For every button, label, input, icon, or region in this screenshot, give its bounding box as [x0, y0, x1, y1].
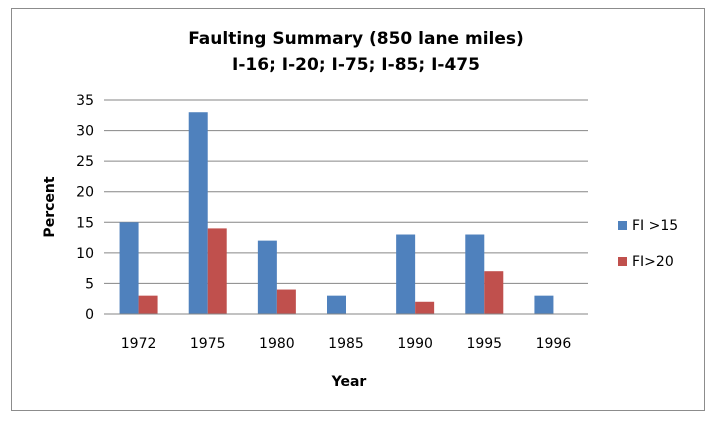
bars	[119, 112, 554, 314]
bar-fi20-1980	[276, 289, 296, 314]
bar-fi20-1972	[138, 295, 158, 314]
legend-label: FI>20	[632, 254, 674, 270]
chart-frame	[11, 8, 705, 411]
legend-swatch	[618, 257, 627, 266]
x-tick-label: 1972	[121, 336, 157, 352]
x-tick-label: 1985	[328, 336, 364, 352]
bar-fi15-1990	[396, 234, 416, 314]
x-tick-label: 1975	[190, 336, 226, 352]
y-tick-label: 20	[76, 185, 94, 201]
chart-title: Faulting Summary (850 lane miles)	[188, 29, 524, 49]
x-axis-label: Year	[331, 374, 367, 390]
x-tick-labels: 1972 1975 1980 1985 1990 1995 1996	[121, 336, 572, 352]
y-tick-label: 25	[76, 154, 94, 170]
y-tick-label: 15	[76, 215, 94, 231]
bar-fi20-1995	[484, 271, 504, 314]
y-tick-label: 10	[76, 246, 94, 262]
legend: FI >15 FI>20	[618, 218, 678, 270]
bar-fi15-1995	[465, 234, 485, 314]
y-tick-label: 30	[76, 124, 94, 140]
chart-subtitle: I-16; I-20; I-75; I-85; I-475	[232, 55, 480, 75]
bar-fi15-1980	[257, 240, 277, 314]
x-tick-label: 1980	[259, 336, 295, 352]
x-tick-label: 1990	[397, 336, 433, 352]
bar-fi15-1972	[119, 222, 139, 314]
y-tick-label: 5	[85, 276, 94, 292]
bar-fi20-1990	[415, 301, 435, 314]
bar-fi15-1996	[534, 295, 554, 314]
legend-swatch	[618, 221, 627, 230]
y-tick-label: 35	[76, 93, 94, 109]
legend-label: FI >15	[632, 218, 678, 234]
bar-fi15-1975	[188, 112, 208, 314]
x-tick-label: 1995	[466, 336, 502, 352]
x-tick-label: 1996	[536, 336, 572, 352]
y-tick-label: 0	[85, 307, 94, 323]
bar-fi15-1985	[327, 295, 346, 314]
y-tick-labels: 0 5 10 15 20 25 30 35	[76, 93, 94, 323]
y-axis-label: Percent	[42, 176, 58, 237]
bar-fi20-1975	[207, 228, 227, 314]
gridlines	[104, 99, 588, 284]
